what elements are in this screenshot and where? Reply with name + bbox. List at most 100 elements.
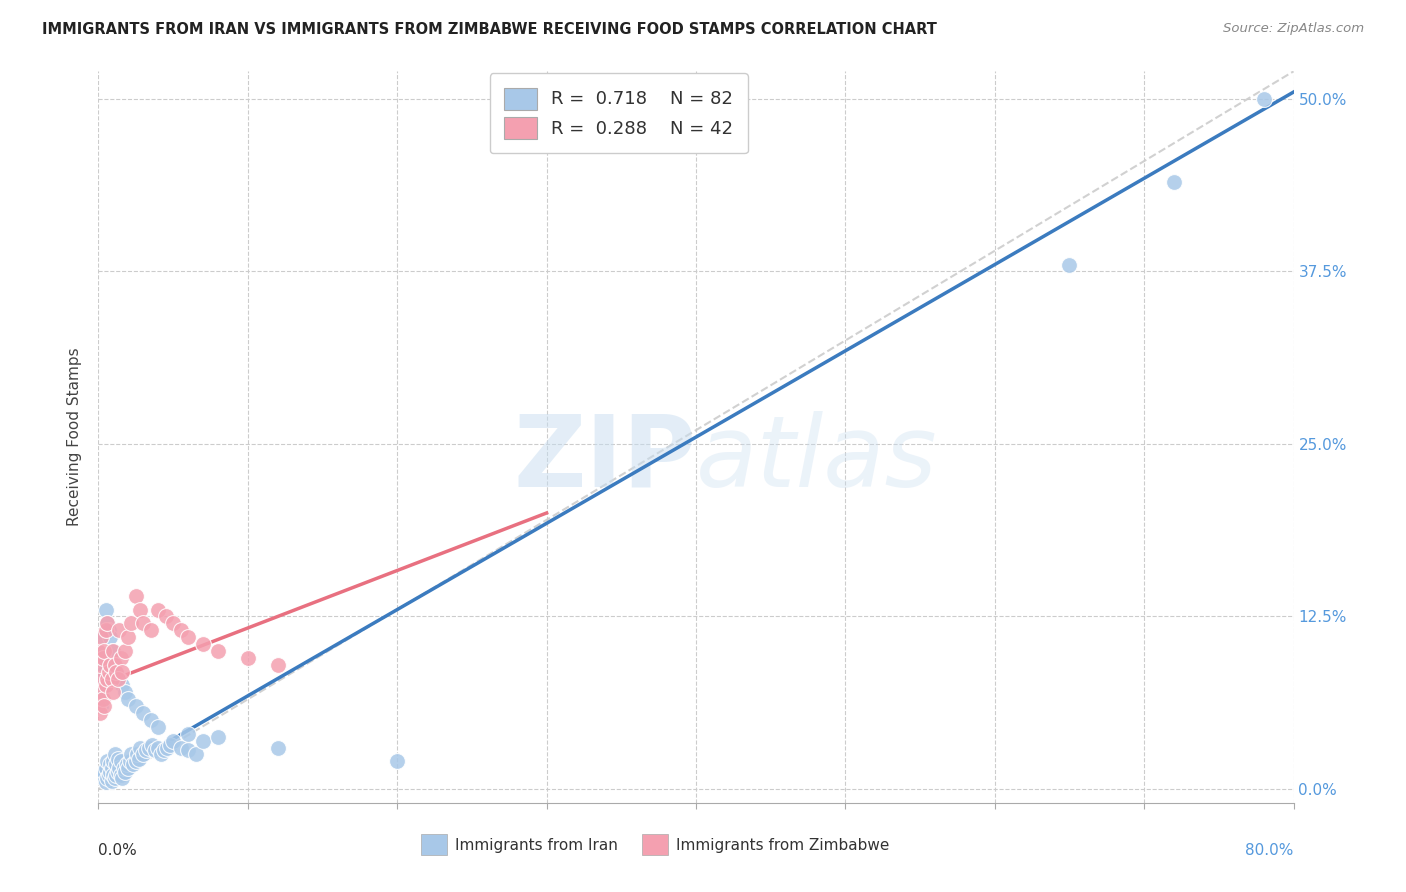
Immigrants from Zimbabwe xyxy=(120,616,142,631)
Immigrants from Iran xyxy=(118,755,141,769)
Immigrants from Zimbabwe xyxy=(87,699,110,714)
Immigrants from Iran xyxy=(141,738,163,752)
Immigrants from Zimbabwe xyxy=(93,644,115,658)
Immigrants from Iran xyxy=(159,738,181,752)
Immigrants from Zimbabwe xyxy=(169,624,191,638)
Immigrants from Iran xyxy=(90,630,112,644)
Immigrants from Iran xyxy=(129,740,152,755)
Immigrants from Iran xyxy=(93,765,115,780)
Immigrants from Iran xyxy=(111,771,134,785)
Immigrants from Iran xyxy=(91,771,114,785)
Immigrants from Zimbabwe xyxy=(108,624,131,638)
Immigrants from Iran xyxy=(138,740,160,755)
Y-axis label: Receiving Food Stamps: Receiving Food Stamps xyxy=(67,348,83,526)
Immigrants from Iran xyxy=(135,743,157,757)
Immigrants from Zimbabwe xyxy=(105,665,128,679)
Immigrants from Zimbabwe xyxy=(97,665,120,679)
Immigrants from Iran xyxy=(91,651,114,665)
Immigrants from Zimbabwe xyxy=(96,616,118,631)
Immigrants from Zimbabwe xyxy=(107,672,129,686)
Text: atlas: atlas xyxy=(696,410,938,508)
Text: IMMIGRANTS FROM IRAN VS IMMIGRANTS FROM ZIMBABWE RECEIVING FOOD STAMPS CORRELATI: IMMIGRANTS FROM IRAN VS IMMIGRANTS FROM … xyxy=(42,22,936,37)
Immigrants from Iran xyxy=(96,771,118,785)
Immigrants from Zimbabwe xyxy=(103,685,125,699)
Immigrants from Zimbabwe xyxy=(93,699,115,714)
Immigrants from Iran xyxy=(150,747,173,762)
Immigrants from Zimbabwe xyxy=(91,651,114,665)
Immigrants from Iran xyxy=(96,616,118,631)
Immigrants from Zimbabwe xyxy=(94,624,117,638)
Immigrants from Zimbabwe xyxy=(96,672,118,686)
Immigrants from Iran xyxy=(98,765,122,780)
Immigrants from Iran xyxy=(97,624,120,638)
Immigrants from Iran xyxy=(111,678,134,692)
Immigrants from Iran xyxy=(91,672,114,686)
Immigrants from Zimbabwe xyxy=(162,616,184,631)
Immigrants from Iran xyxy=(90,768,112,782)
Immigrants from Iran xyxy=(125,755,148,769)
Immigrants from Zimbabwe xyxy=(89,706,111,720)
Immigrants from Zimbabwe xyxy=(87,644,110,658)
Immigrants from Iran xyxy=(162,733,184,747)
Immigrants from Iran xyxy=(105,768,128,782)
Immigrants from Zimbabwe xyxy=(89,657,111,672)
Immigrants from Iran xyxy=(267,740,290,755)
Immigrants from Iran xyxy=(108,761,131,775)
Immigrants from Iran xyxy=(191,733,214,747)
Immigrants from Iran xyxy=(143,743,166,757)
Immigrants from Zimbabwe xyxy=(267,657,290,672)
Immigrants from Iran xyxy=(1059,258,1081,272)
Immigrants from Iran xyxy=(139,713,162,727)
Immigrants from Zimbabwe xyxy=(132,616,155,631)
Immigrants from Iran xyxy=(153,743,176,757)
Immigrants from Iran xyxy=(385,755,409,769)
Immigrants from Iran xyxy=(156,740,179,755)
Immigrants from Iran xyxy=(114,765,136,780)
Immigrants from Zimbabwe xyxy=(114,644,136,658)
Immigrants from Iran xyxy=(120,747,142,762)
Immigrants from Iran xyxy=(98,757,122,772)
Immigrants from Iran xyxy=(103,768,125,782)
Immigrants from Zimbabwe xyxy=(90,685,112,699)
Immigrants from Zimbabwe xyxy=(98,657,122,672)
Legend: R =  0.718    N = 82, R =  0.288    N = 42: R = 0.718 N = 82, R = 0.288 N = 42 xyxy=(489,73,748,153)
Immigrants from Iran xyxy=(103,657,125,672)
Immigrants from Iran xyxy=(114,685,136,699)
Immigrants from Iran xyxy=(128,751,150,765)
Immigrants from Iran xyxy=(169,740,191,755)
Immigrants from Iran xyxy=(103,755,125,769)
Immigrants from Zimbabwe xyxy=(90,630,112,644)
Immigrants from Zimbabwe xyxy=(103,644,125,658)
Immigrants from Iran xyxy=(1253,92,1275,106)
Immigrants from Iran xyxy=(94,761,117,775)
Immigrants from Iran xyxy=(89,685,111,699)
Immigrants from Iran xyxy=(107,765,129,780)
Immigrants from Iran xyxy=(108,672,131,686)
Immigrants from Iran xyxy=(97,768,120,782)
Immigrants from Iran xyxy=(115,757,138,772)
Immigrants from Iran xyxy=(184,747,207,762)
Immigrants from Zimbabwe xyxy=(207,644,229,658)
Immigrants from Iran xyxy=(89,657,111,672)
Immigrants from Iran xyxy=(101,761,124,775)
Text: Immigrants from Zimbabwe: Immigrants from Zimbabwe xyxy=(676,838,889,853)
Text: Immigrants from Iran: Immigrants from Iran xyxy=(454,838,617,853)
Immigrants from Iran xyxy=(104,771,127,785)
Immigrants from Iran xyxy=(105,665,128,679)
Immigrants from Iran xyxy=(96,755,118,769)
Text: Source: ZipAtlas.com: Source: ZipAtlas.com xyxy=(1223,22,1364,36)
Immigrants from Iran xyxy=(117,692,139,706)
Text: ZIP: ZIP xyxy=(513,410,696,508)
Immigrants from Iran xyxy=(104,747,127,762)
Immigrants from Zimbabwe xyxy=(236,651,259,665)
Immigrants from Iran xyxy=(93,678,115,692)
Immigrants from Iran xyxy=(148,720,170,734)
Immigrants from Iran xyxy=(117,761,139,775)
Immigrants from Iran xyxy=(110,755,132,769)
Immigrants from Zimbabwe xyxy=(117,630,139,644)
Immigrants from Iran xyxy=(110,768,132,782)
Immigrants from Zimbabwe xyxy=(129,602,152,616)
Immigrants from Iran xyxy=(93,665,115,679)
Immigrants from Zimbabwe xyxy=(94,678,117,692)
Immigrants from Iran xyxy=(177,727,200,741)
